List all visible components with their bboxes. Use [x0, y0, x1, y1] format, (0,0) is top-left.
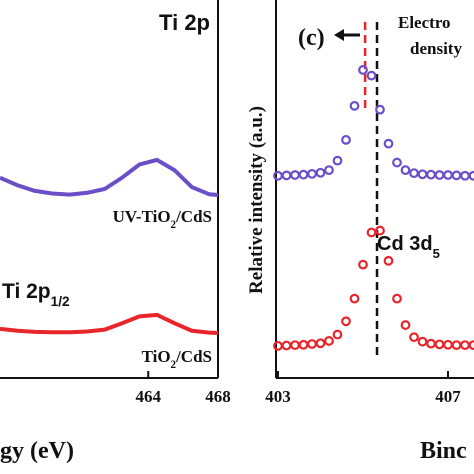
x-tick-label: 407 [435, 387, 461, 406]
data-point [358, 259, 368, 270]
data-point [383, 138, 394, 149]
annotation-part: TiO [142, 347, 171, 366]
data-point [341, 316, 351, 327]
data-point [417, 169, 428, 180]
data-point [298, 169, 309, 180]
x-tick-label: 468 [205, 387, 231, 406]
annotation-part: Ti 2p [159, 10, 210, 35]
data-point [434, 339, 445, 350]
data-point [366, 70, 377, 81]
data-point [400, 165, 411, 176]
series-line [0, 157, 219, 198]
data-point [358, 65, 368, 75]
data-point [468, 340, 474, 351]
x-tick-label: 403 [265, 387, 291, 406]
data-point [332, 155, 343, 166]
data-point [392, 293, 402, 304]
data-point [443, 170, 453, 180]
annotation: Ti 2p [159, 10, 210, 35]
annotation: (c) [298, 25, 325, 51]
data-point [451, 170, 462, 181]
data-point [307, 168, 317, 179]
data-point [290, 170, 300, 180]
annotation-part: 2 [171, 359, 177, 371]
data-point [341, 134, 351, 145]
x-axis-label: Binc [420, 438, 467, 464]
annotation: Ti 2p1/2 [2, 280, 70, 309]
annotation-part: Electro [398, 13, 451, 32]
x-tick-label: 464 [135, 387, 161, 406]
arrow-head [334, 29, 344, 41]
annotation-part: 1/2 [51, 294, 70, 309]
data-point [281, 170, 292, 181]
data-point [451, 340, 462, 351]
annotation-part: (c) [298, 25, 325, 51]
data-point [409, 168, 419, 179]
data-point [307, 339, 317, 349]
data-point [392, 157, 402, 168]
data-point [315, 338, 326, 349]
data-point [349, 293, 360, 304]
series-line [0, 312, 219, 336]
annotation-part: 2 [171, 219, 177, 231]
data-point [281, 340, 292, 351]
data-point [460, 340, 470, 351]
data-point [417, 336, 428, 347]
data-point [426, 338, 436, 349]
data-point [315, 167, 326, 178]
data-point [324, 336, 334, 346]
annotation-part: Ti 2p [2, 280, 51, 303]
data-point [383, 255, 394, 266]
annotation-part: 5 [433, 246, 440, 261]
data-point [400, 320, 411, 330]
data-point [443, 339, 453, 350]
annotation-part: /CdS [175, 347, 212, 366]
data-point [349, 100, 360, 111]
y-axis-label: Relative intensity (a.u.) [246, 106, 267, 294]
annotation-part: /CdS [175, 207, 212, 226]
annotation-part: UV-TiO [113, 207, 171, 226]
data-point [290, 340, 300, 351]
annotation-part: Cd 3d [377, 233, 433, 255]
data-point [332, 329, 343, 340]
annotation: Cd 3d5 [377, 233, 440, 261]
annotation: UV-TiO2/CdS [113, 207, 212, 231]
data-point [375, 104, 385, 115]
data-point [375, 225, 385, 236]
data-point [468, 170, 474, 181]
data-point [409, 332, 419, 343]
annotation: density [410, 39, 462, 58]
annotation-part: density [410, 39, 462, 58]
data-point [434, 170, 445, 180]
annotation: TiO2/CdS [142, 347, 212, 371]
data-point [366, 227, 377, 238]
data-point [460, 170, 470, 181]
data-point [298, 339, 309, 350]
x-axis-label: gy (eV) [0, 438, 74, 464]
annotation: Electro [398, 13, 451, 32]
data-point [324, 165, 334, 176]
data-point [426, 169, 436, 180]
